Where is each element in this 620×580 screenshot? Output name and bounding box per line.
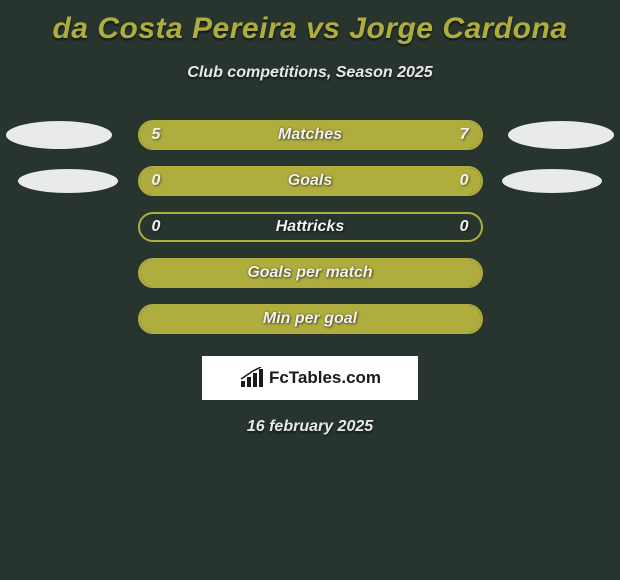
date-text: 16 february 2025 (0, 418, 620, 436)
stat-label: Hattricks (140, 214, 481, 240)
stat-row: Min per goal (0, 304, 620, 334)
stat-label: Matches (140, 122, 481, 148)
stat-label: Min per goal (140, 306, 481, 332)
player-left-ellipse (18, 169, 118, 193)
player-left-ellipse (6, 121, 112, 149)
stat-row: 00Hattricks (0, 212, 620, 242)
stat-row: 57Matches (0, 120, 620, 150)
stat-bar: 00Goals (138, 166, 483, 196)
chart-icon (239, 367, 265, 389)
stat-bar: Goals per match (138, 258, 483, 288)
logo-box: FcTables.com (202, 356, 418, 400)
stat-bar: 00Hattricks (138, 212, 483, 242)
stat-bar: 57Matches (138, 120, 483, 150)
logo-text: FcTables.com (269, 368, 381, 388)
stat-row: 00Goals (0, 166, 620, 196)
stat-label: Goals per match (140, 260, 481, 286)
stat-bar: Min per goal (138, 304, 483, 334)
stat-rows: 57Matches 00Goals 00Hattricks Goals per mat… (0, 120, 620, 334)
stat-row: Goals per match (0, 258, 620, 288)
subtitle: Club competitions, Season 2025 (0, 64, 620, 82)
player-right-ellipse (508, 121, 614, 149)
page-title: da Costa Pereira vs Jorge Cardona (0, 0, 620, 46)
player-right-ellipse (502, 169, 602, 193)
stat-label: Goals (140, 168, 481, 194)
